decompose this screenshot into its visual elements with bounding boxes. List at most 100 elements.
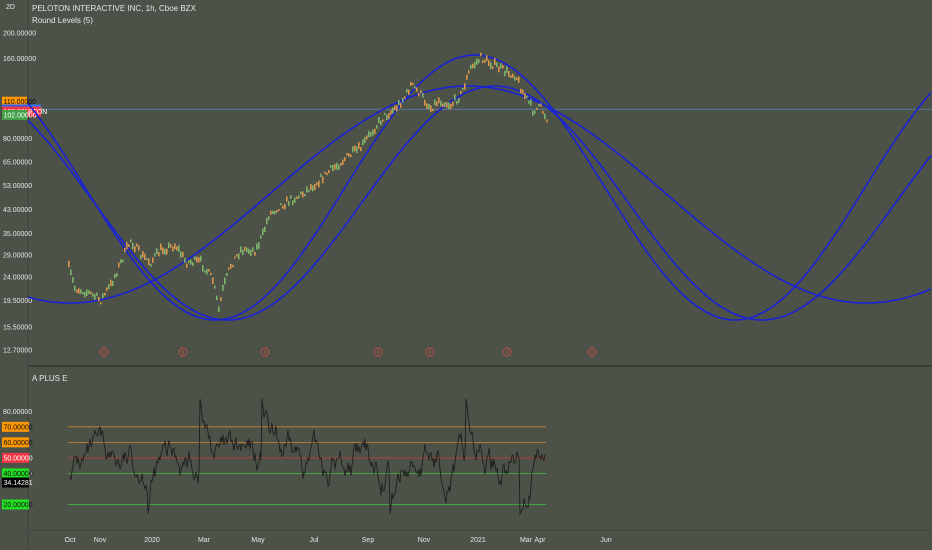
price-candle <box>532 110 534 116</box>
price-candle <box>218 306 220 313</box>
price-candle <box>100 302 102 305</box>
price-tick-label: 200.00000 <box>3 30 36 37</box>
price-candle <box>164 248 166 255</box>
osc-badge <box>2 499 29 510</box>
price-candle <box>386 114 388 120</box>
price-candle <box>284 203 286 210</box>
price-candle <box>404 96 406 100</box>
price-candle <box>182 251 184 258</box>
corner-label: 2D <box>6 4 15 11</box>
price-badge <box>2 110 27 121</box>
price-candle <box>248 248 250 254</box>
chart-title: PELOTON INTERACTIVE INC, 1h, Cboe BZX <box>32 4 196 13</box>
price-candle <box>356 146 358 154</box>
price-candle <box>354 145 356 152</box>
price-candle <box>412 82 414 86</box>
cycle-line-2 <box>27 85 932 321</box>
price-candle <box>108 284 110 289</box>
price-candle <box>118 262 120 268</box>
price-candle <box>104 292 106 296</box>
price-candle <box>498 66 500 73</box>
price-tick-label: 35.00000 <box>3 231 32 238</box>
price-candle <box>90 291 92 295</box>
price-candle <box>428 103 430 110</box>
price-candle <box>534 110 536 114</box>
oscillator-title[interactable]: A PLUS E <box>32 374 68 383</box>
price-tag-label: PTON <box>28 109 47 116</box>
price-candle <box>320 173 322 177</box>
price-candle <box>350 154 352 158</box>
price-candle <box>190 259 192 265</box>
price-candle <box>456 101 458 105</box>
price-candle <box>80 289 82 294</box>
price-candle <box>438 97 440 104</box>
price-candle <box>330 165 332 168</box>
oscillator-line <box>69 398 546 516</box>
price-candle <box>158 251 160 257</box>
price-candle <box>374 128 376 135</box>
price-candle <box>430 105 432 113</box>
osc-badge-label: 20.00000 <box>4 502 33 509</box>
price-candle <box>170 244 172 248</box>
price-candle <box>184 257 186 263</box>
price-candle <box>210 272 212 276</box>
price-candle <box>526 95 528 99</box>
price-candle <box>96 292 98 296</box>
price-candle <box>400 103 402 108</box>
price-candle <box>420 90 422 94</box>
price-candle <box>154 253 156 257</box>
osc-tick-label: 80.00000 <box>3 409 32 416</box>
indicator-title[interactable]: Round Levels (5) <box>32 16 93 25</box>
price-candle <box>300 191 302 195</box>
price-candle <box>132 242 134 250</box>
event-marker <box>260 347 270 357</box>
price-candle <box>396 105 398 112</box>
osc-badge-label: 50.00000 <box>4 455 33 462</box>
price-candle <box>68 260 70 268</box>
price-candle <box>76 289 78 293</box>
price-candle <box>474 61 476 69</box>
price-candle <box>308 189 310 193</box>
price-candle <box>524 92 526 99</box>
price-candle <box>116 273 118 278</box>
price-candle <box>264 226 266 233</box>
price-candle <box>310 183 312 191</box>
price-candle <box>390 110 392 115</box>
price-candle <box>372 129 374 136</box>
price-candle <box>148 258 150 266</box>
price-candle <box>322 176 324 184</box>
time-tick-label: Nov <box>418 537 431 544</box>
price-candle <box>138 245 140 251</box>
price-candle <box>156 248 158 255</box>
price-candle <box>440 100 442 107</box>
price-candle <box>84 291 86 298</box>
price-candle <box>472 63 474 69</box>
price-candle <box>250 249 252 257</box>
price-candle <box>432 108 434 112</box>
price-tick-label: 43.00000 <box>3 207 32 214</box>
time-tick-label: Apr <box>535 537 547 544</box>
price-candle <box>272 210 274 214</box>
price-candle <box>206 268 208 275</box>
price-candle <box>416 87 418 92</box>
price-candle <box>316 182 318 186</box>
osc-badge <box>2 437 29 448</box>
price-candle <box>216 295 218 301</box>
price-candle <box>144 253 146 261</box>
price-candle <box>254 251 256 256</box>
price-candle <box>476 58 478 65</box>
price-candle <box>502 65 504 69</box>
price-candle <box>504 70 506 77</box>
time-tick-label: 2021 <box>470 537 486 544</box>
price-candle <box>312 185 314 192</box>
price-candle <box>368 130 370 138</box>
price-candle <box>252 247 254 252</box>
price-candle <box>540 103 542 107</box>
price-candle <box>306 186 308 193</box>
price-candle <box>110 279 112 287</box>
price-candle <box>546 119 548 123</box>
price-tick-label: 15.50000 <box>3 325 32 332</box>
price-candle <box>376 125 378 129</box>
